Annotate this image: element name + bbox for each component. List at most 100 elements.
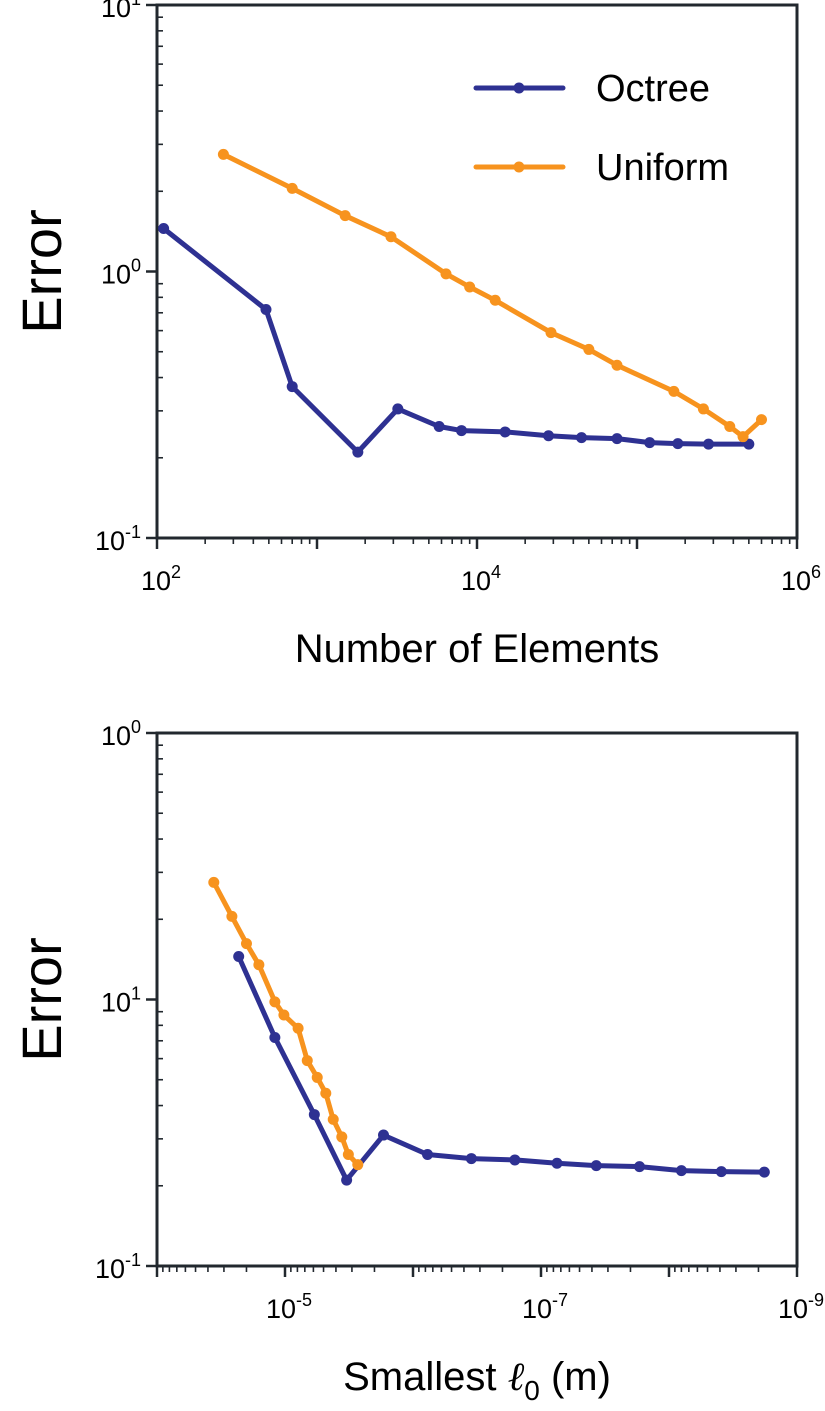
data-point xyxy=(269,1032,281,1044)
legend-swatch-marker xyxy=(513,161,525,173)
y-tick-label: 10-1 xyxy=(95,522,141,556)
x-tick-label: 104 xyxy=(461,562,501,596)
x-tick-exponent: -9 xyxy=(808,1290,824,1310)
data-point xyxy=(590,1160,602,1172)
plot-frame xyxy=(155,731,799,1268)
data-point xyxy=(278,1009,290,1021)
data-point xyxy=(697,403,709,415)
data-point xyxy=(509,1154,521,1166)
legend-label: Octree xyxy=(596,68,710,110)
y-tick-exponent: 0 xyxy=(131,717,141,737)
y-tick-exponent: 0 xyxy=(131,256,141,276)
x-tick-label: 10-5 xyxy=(266,1290,312,1324)
y-tick-exponent: -1 xyxy=(125,522,141,542)
series-uniform xyxy=(217,148,768,443)
y-tick-exponent: 1 xyxy=(131,0,141,9)
x-axis-label-unit: (m) xyxy=(540,1355,611,1399)
legend-swatch-marker xyxy=(513,82,525,94)
y-tick-label: 10-1 xyxy=(95,1250,141,1284)
data-point xyxy=(611,433,623,445)
y-axis-label: Error xyxy=(10,937,73,1061)
x-tick-exponent: -5 xyxy=(296,1290,312,1310)
data-point xyxy=(644,437,656,449)
data-point xyxy=(240,938,252,950)
data-point xyxy=(339,210,351,222)
data-point xyxy=(352,1159,364,1171)
data-point xyxy=(320,1087,332,1099)
data-point xyxy=(551,1157,563,1169)
y-tick-label: 100 xyxy=(101,717,141,751)
y-tick-exponent: 1 xyxy=(131,984,141,1004)
x-tick-label: 10-7 xyxy=(522,1290,568,1324)
data-point xyxy=(756,414,768,426)
data-point xyxy=(737,431,749,443)
x-axis-label-text: Smallest xyxy=(343,1355,508,1399)
x-tick-base: 10 xyxy=(141,566,171,596)
data-point xyxy=(440,268,452,280)
data-point xyxy=(392,403,404,415)
series-line-octree xyxy=(236,954,767,1183)
y-axis-label: Error xyxy=(10,209,73,333)
data-point xyxy=(743,438,755,450)
data-point xyxy=(724,421,736,433)
data-point xyxy=(668,385,680,397)
x-tick-label: 10-9 xyxy=(778,1290,824,1324)
x-tick-base: 10 xyxy=(778,1294,808,1324)
x-tick-label: 102 xyxy=(141,562,181,596)
x-tick-base: 10 xyxy=(266,1294,296,1324)
x-tick-exponent: 4 xyxy=(491,562,501,582)
data-point xyxy=(385,231,397,243)
x-axis-label-subscript: 0 xyxy=(524,1375,540,1406)
data-point xyxy=(311,1071,323,1083)
data-point xyxy=(286,182,298,194)
y-tick-base: 10 xyxy=(95,526,125,556)
x-tick-exponent: 2 xyxy=(171,562,181,582)
data-point xyxy=(378,1129,390,1141)
data-point xyxy=(465,1153,477,1165)
legend: Octree Uniform xyxy=(473,68,729,189)
data-point xyxy=(499,426,511,438)
y-tick-base: 10 xyxy=(95,1254,125,1284)
y-tick-exponent: -1 xyxy=(125,1250,141,1270)
data-point xyxy=(260,304,272,316)
y-tick-base: 10 xyxy=(101,0,131,23)
legend-label: Uniform xyxy=(596,147,729,189)
data-point xyxy=(576,432,588,444)
data-point xyxy=(611,359,623,371)
data-point xyxy=(336,1131,348,1143)
data-point xyxy=(675,1165,687,1177)
x-tick-base: 10 xyxy=(522,1294,552,1324)
y-tick-base: 10 xyxy=(101,988,131,1018)
y-tick-label: 100 xyxy=(101,256,141,290)
x-tick-base: 10 xyxy=(461,566,491,596)
series-octree xyxy=(158,222,755,458)
data-point xyxy=(758,1166,770,1178)
data-point xyxy=(545,327,557,339)
series-uniform xyxy=(208,876,364,1171)
data-point xyxy=(455,425,467,437)
x-axis-label: Smallest ℓ0 (m) xyxy=(343,1354,611,1406)
data-point xyxy=(158,222,170,234)
data-point xyxy=(308,1109,320,1121)
y-tick-base: 10 xyxy=(101,721,131,751)
data-point xyxy=(286,381,298,393)
data-point xyxy=(342,1149,354,1161)
data-point xyxy=(634,1161,646,1173)
y-tick-base: 10 xyxy=(101,260,131,290)
data-point xyxy=(292,1022,304,1034)
x-tick-exponent: 6 xyxy=(811,562,821,582)
y-tick-label: 101 xyxy=(101,984,141,1018)
data-point xyxy=(327,1113,339,1125)
x-tick-base: 10 xyxy=(781,566,811,596)
data-point xyxy=(583,343,595,355)
series-line-octree xyxy=(161,226,752,455)
data-point xyxy=(489,294,501,306)
data-point xyxy=(543,430,555,442)
data-point xyxy=(715,1166,727,1178)
x-tick-label: 106 xyxy=(781,562,821,596)
data-point xyxy=(352,446,364,458)
data-point xyxy=(422,1149,434,1161)
